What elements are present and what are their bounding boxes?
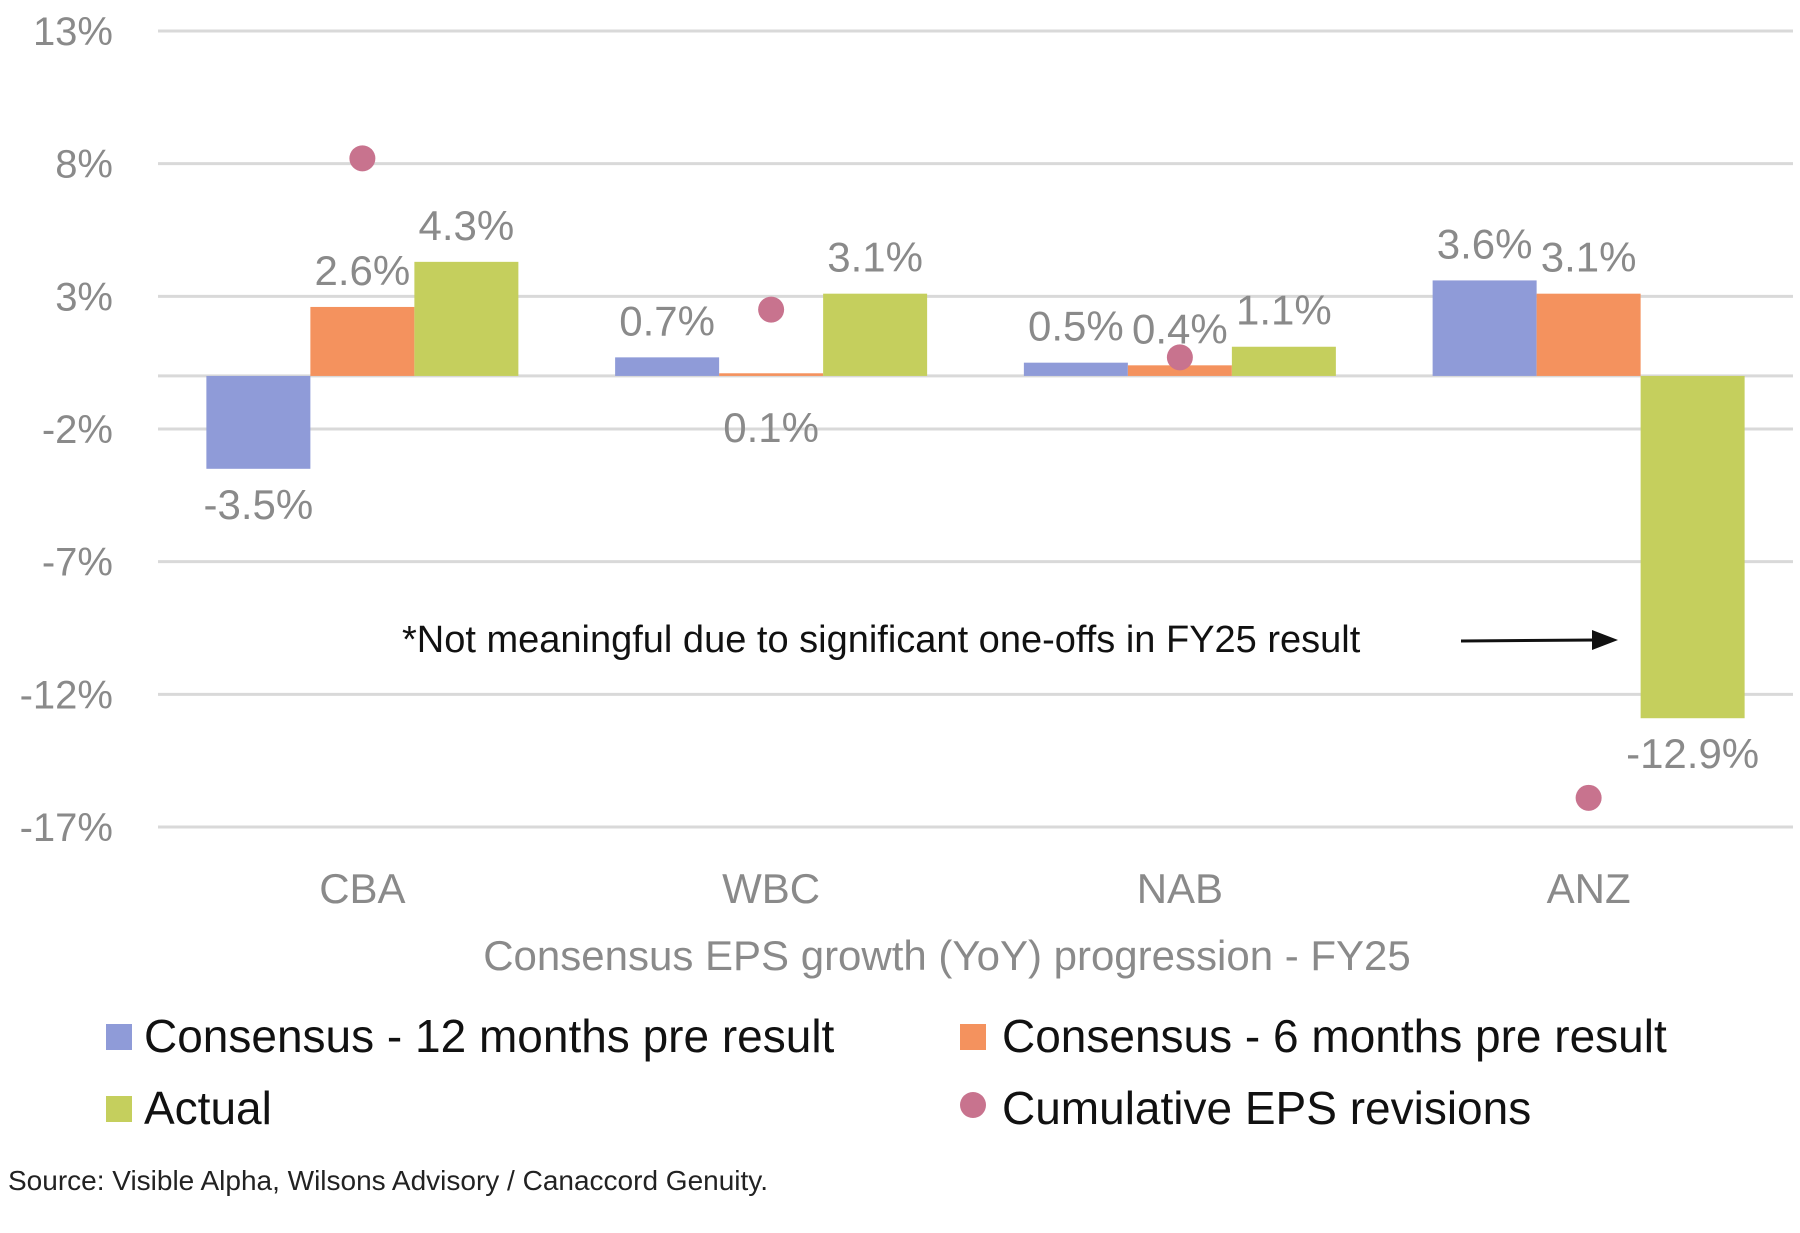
x-axis-title: Consensus EPS growth (YoY) progression -…: [483, 932, 1411, 979]
bar-anz-series-2: [1640, 375, 1745, 719]
legend-swatch: [106, 1096, 132, 1122]
data-label: 3.1%: [1541, 234, 1637, 281]
revision-dot-cba: [349, 145, 376, 172]
gridlines: [158, 29, 1793, 829]
legend-swatch: [960, 1024, 986, 1050]
data-label: 4.3%: [419, 202, 515, 249]
legend-item-consensus-6m: Consensus - 6 months pre result: [960, 1010, 1667, 1062]
bar-wbc-series-0: [615, 357, 720, 376]
revision-dot-wbc: [758, 296, 785, 323]
revision-dot-nab: [1166, 344, 1193, 371]
y-tick-label: -2%: [42, 408, 113, 452]
data-label: -3.5%: [204, 481, 314, 528]
bar-cba-series-1: [310, 306, 415, 376]
category-label: CBA: [319, 865, 405, 912]
data-label: -12.9%: [1626, 730, 1759, 777]
annotation-text: *Not meaningful due to significant one-o…: [402, 619, 1361, 661]
bar-cba-series-0: [206, 375, 311, 469]
revision-dots: [349, 145, 1602, 811]
y-tick-label: 8%: [55, 143, 113, 187]
revision-dot-anz: [1575, 784, 1602, 811]
y-tick-label: 3%: [55, 275, 113, 319]
legend-label: Consensus - 12 months pre result: [144, 1010, 835, 1062]
legend-item-consensus-12m: Consensus - 12 months pre result: [106, 1010, 835, 1062]
bar-nab-series-0: [1023, 362, 1128, 376]
data-label: 0.4%: [1132, 305, 1228, 352]
legend-label: Cumulative EPS revisions: [1002, 1082, 1531, 1134]
category-label: WBC: [722, 865, 820, 912]
legend-item-revisions: Cumulative EPS revisions: [960, 1082, 1531, 1134]
bar-wbc-series-1: [719, 373, 824, 376]
data-label: 3.1%: [827, 234, 923, 281]
bar-nab-series-2: [1231, 346, 1336, 376]
source-note: Source: Visible Alpha, Wilsons Advisory …: [8, 1165, 768, 1196]
legend-item-actual: Actual: [106, 1082, 272, 1134]
y-tick-label: -12%: [20, 673, 113, 717]
y-axis-ticks: 13% 8% 3% -2% -7% -12% -17%: [20, 10, 113, 850]
legend-label: Consensus - 6 months pre result: [1002, 1010, 1667, 1062]
bar-anz-series-1: [1536, 293, 1641, 376]
y-tick-label: -17%: [20, 806, 113, 850]
data-label: 0.1%: [723, 404, 819, 451]
category-label: NAB: [1137, 865, 1223, 912]
bar-nab-series-1: [1127, 365, 1232, 376]
bars: [206, 261, 1745, 719]
x-axis-categories: CBA WBC NAB ANZ: [319, 865, 1630, 912]
bar-anz-series-0: [1432, 280, 1537, 376]
bar-wbc-series-2: [823, 293, 928, 376]
annotation-arrow: [1460, 630, 1618, 650]
legend-label: Actual: [144, 1082, 272, 1134]
legend-swatch: [960, 1092, 986, 1118]
data-labels: -3.5% 2.6%4.3% 0.7% 0.1% 3.1% 0.5% 0.4% 1.1% 3.6…: [204, 202, 1760, 777]
data-label: 0.5%: [1028, 303, 1124, 350]
data-label: 0.7%: [619, 297, 715, 344]
data-label: 2.6%: [315, 247, 411, 294]
y-tick-label: -7%: [42, 541, 113, 585]
data-label: 3.6%: [1437, 220, 1533, 267]
legend: Consensus - 12 months pre result Consens…: [106, 1010, 1667, 1134]
category-label: ANZ: [1547, 865, 1631, 912]
bar-cba-series-2: [414, 261, 519, 376]
y-tick-label: 13%: [33, 10, 113, 54]
legend-swatch: [106, 1024, 132, 1050]
data-label: 1.1%: [1236, 287, 1332, 334]
